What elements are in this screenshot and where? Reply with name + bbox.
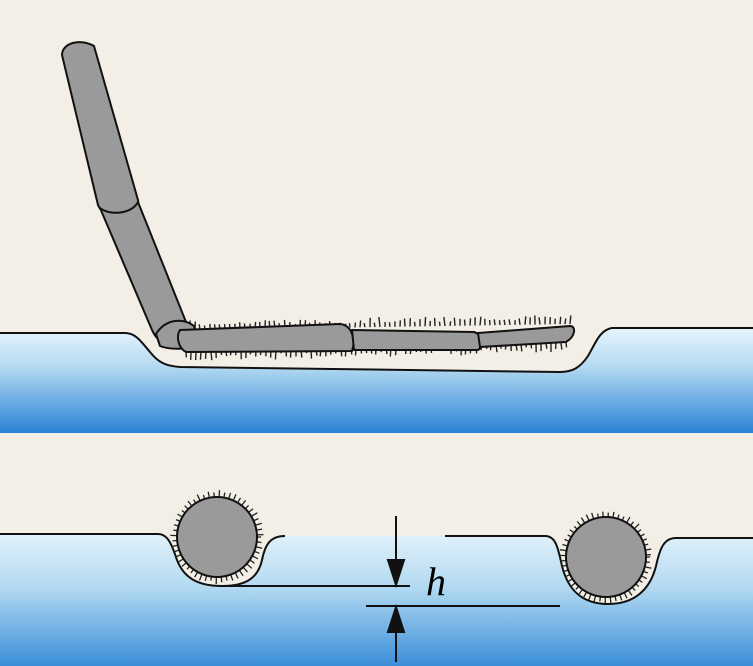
cross-section-hair (170, 544, 179, 548)
leg-hair (359, 320, 362, 328)
leg-hair (559, 316, 562, 325)
leg-hair (508, 319, 511, 326)
bottom-panel: h (0, 490, 753, 666)
cross-section-hair (580, 517, 586, 524)
leg-hair (403, 318, 406, 327)
leg-hair (348, 323, 351, 328)
cross-section-hair (246, 563, 253, 569)
cross-section-hair (196, 494, 201, 501)
cross-section-hair (242, 566, 248, 573)
cross-section-hair (577, 589, 584, 596)
cross-section-hair (207, 491, 211, 498)
leg-hair (388, 322, 391, 327)
cross-section-hair (566, 578, 573, 583)
cross-section-hair (626, 516, 631, 524)
cross-section-hair (230, 574, 234, 581)
water-surface-line-bottom (0, 533, 753, 606)
cross-section-hair (198, 573, 203, 581)
depth-arrow-top-head (386, 559, 406, 589)
leg-hair (545, 343, 548, 349)
cross-section-hair (241, 499, 247, 506)
leg-cross-section-left (176, 496, 258, 578)
cross-section-hair (570, 582, 576, 588)
leg-hair (363, 322, 366, 328)
leg-hair (373, 322, 376, 328)
leg-hair (518, 318, 521, 325)
cross-section-hair (582, 591, 588, 599)
cross-section-hair (627, 589, 633, 596)
cross-section-hair (177, 558, 184, 563)
cross-section-hair (255, 546, 263, 549)
depth-arrow-bottom-head (386, 603, 406, 633)
cross-section-hair (250, 512, 258, 517)
cross-section-hair (619, 594, 623, 601)
cross-section-hair (194, 571, 199, 578)
leg-hair (493, 319, 496, 326)
leg-hair (378, 317, 381, 328)
leg-hair (498, 320, 501, 326)
cross-section-hair (187, 500, 193, 507)
depth-arrows (386, 516, 406, 662)
leg-hair (449, 321, 452, 326)
cross-section-hair (559, 549, 567, 552)
cross-section-hair (633, 523, 640, 530)
leg-hair (538, 317, 541, 325)
cross-section-hair (623, 592, 628, 599)
leg-cross-section-right (565, 516, 647, 598)
cross-section-hair (232, 494, 237, 501)
cross-section-hair (238, 569, 244, 577)
leg-hair (469, 318, 472, 326)
cross-section-hair (585, 514, 590, 521)
leg-hair (564, 318, 567, 325)
cross-section-hair (175, 553, 182, 558)
leg-hair (479, 316, 482, 326)
cross-section-hair (588, 593, 592, 601)
cross-section-hair (591, 512, 595, 520)
leg-segment-tarsus-1 (177, 323, 355, 353)
cross-section-hair (593, 595, 597, 602)
leg-hair (503, 319, 506, 326)
leg-segment-tarsus-2 (351, 329, 483, 351)
water-surface-bottom (0, 534, 753, 666)
leg-hair (453, 317, 456, 326)
leg-hair (438, 321, 441, 327)
insect-leg (61, 41, 576, 353)
leg-hair (524, 316, 527, 325)
leg-hair (424, 316, 427, 327)
cross-section-hair (251, 555, 259, 560)
leg-hair (560, 343, 563, 350)
depth-label: h (426, 559, 446, 604)
leg-hair (443, 316, 446, 327)
top-panel (0, 41, 753, 433)
water-surface-line-top (0, 327, 753, 374)
cross-section-hair (234, 572, 239, 579)
cross-section-hair (644, 566, 652, 569)
leg-hair (199, 351, 202, 360)
cross-section-hair (255, 522, 262, 526)
leg-segment-tarsus-3 (477, 325, 576, 348)
cross-section-hair (228, 492, 232, 499)
leg-hair (569, 315, 572, 325)
leg-hair (210, 351, 213, 361)
cross-section-hair (640, 575, 648, 580)
leg-hair (565, 342, 568, 348)
water-surface-top (0, 328, 753, 433)
cross-section-hair (609, 596, 612, 604)
leg-hair (463, 319, 466, 326)
